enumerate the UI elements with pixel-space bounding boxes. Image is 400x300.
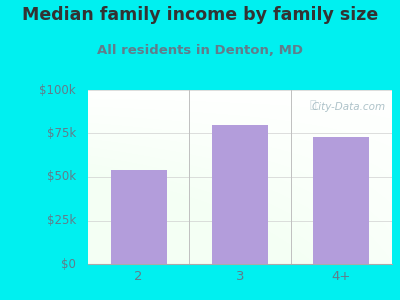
Bar [111, 170, 166, 264]
Text: $100k: $100k [39, 83, 76, 97]
Bar [314, 137, 369, 264]
Text: $75k: $75k [47, 127, 76, 140]
Text: $25k: $25k [47, 214, 76, 227]
Bar [212, 125, 268, 264]
Text: Ⓜ: Ⓜ [310, 100, 316, 110]
Text: Median family income by family size: Median family income by family size [22, 6, 378, 24]
Text: All residents in Denton, MD: All residents in Denton, MD [97, 44, 303, 57]
Text: City-Data.com: City-Data.com [312, 102, 386, 112]
Text: $0: $0 [61, 257, 76, 271]
Text: $50k: $50k [47, 170, 76, 184]
